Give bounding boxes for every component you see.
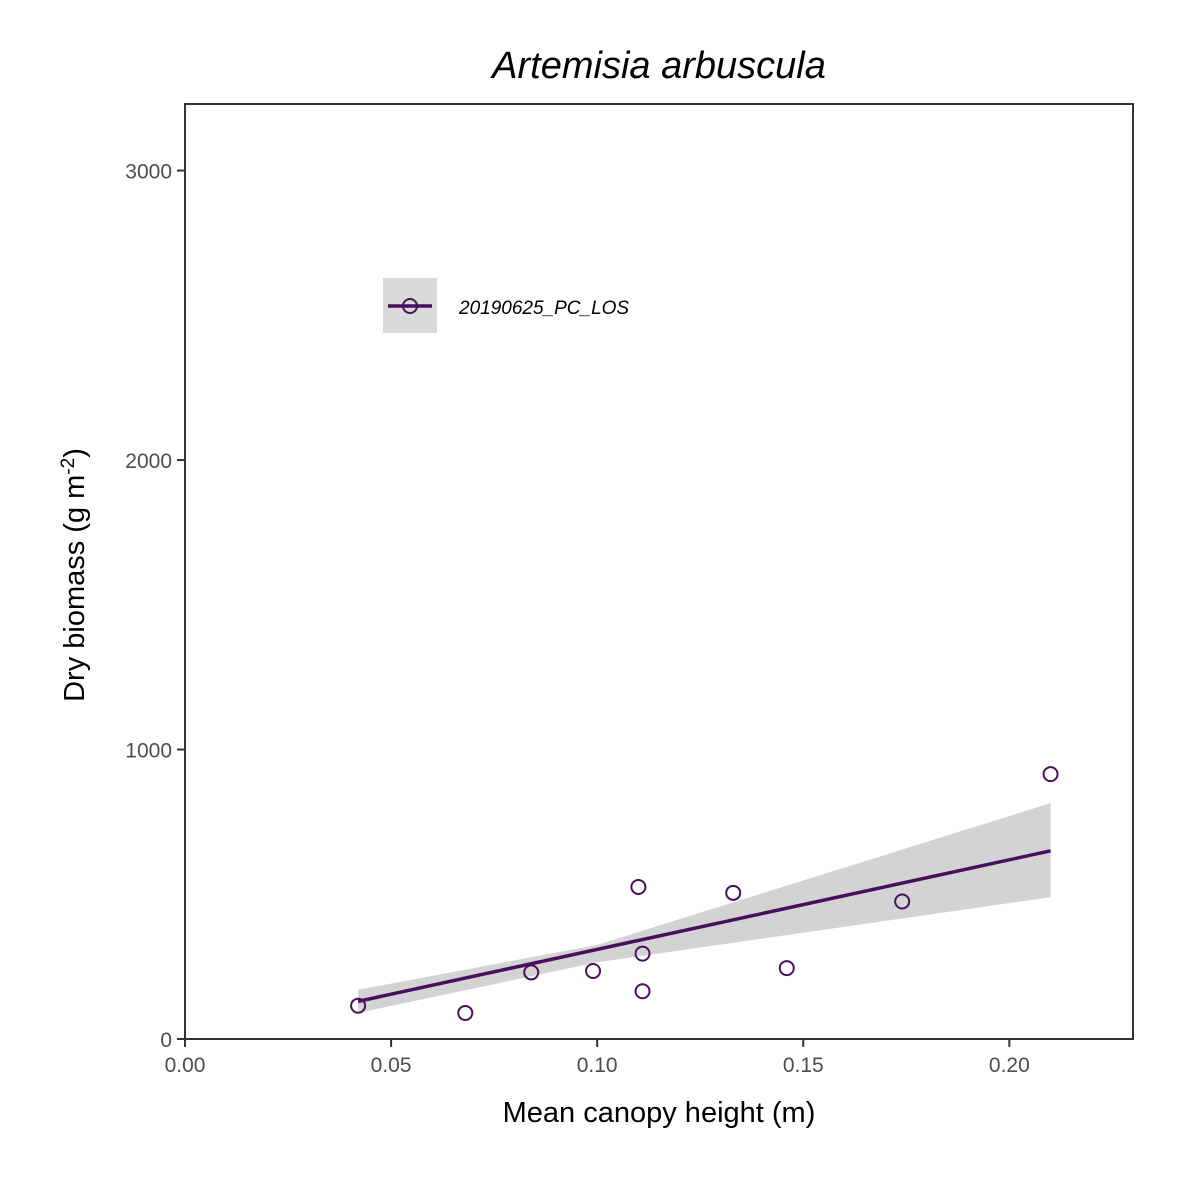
x-tick-label: 0.10 (577, 1054, 618, 1077)
legend-label: 20190625_PC_LOS (458, 298, 629, 319)
x-tick-label: 0.15 (783, 1054, 824, 1077)
x-axis: 0.00 0.05 0.10 0.15 0.20 (165, 1039, 1030, 1077)
data-point (725, 884, 742, 901)
data-point (523, 964, 540, 981)
y-axis-label-end: ) (59, 448, 91, 458)
y-axis-label: Dry biomass (g m-2) (58, 448, 92, 702)
y-tick-label: 2000 (125, 450, 172, 473)
x-tick-label: 0.05 (371, 1054, 412, 1077)
plot-area (184, 103, 1134, 1040)
x-axis-label: Mean canopy height (m) (503, 1097, 816, 1129)
y-axis: 0 1000 2000 3000 (125, 161, 185, 1052)
data-point (585, 962, 602, 979)
data-point (1042, 766, 1059, 783)
data-point (894, 893, 911, 910)
y-axis-label-sup: -2 (58, 458, 79, 475)
legend: 20190625_PC_LOS (383, 278, 629, 333)
legend-key-marker (402, 298, 418, 314)
y-tick-label: 0 (160, 1029, 172, 1052)
fit-line (357, 849, 1051, 1004)
data-point (634, 983, 651, 1000)
data-point (778, 960, 795, 977)
data-point (630, 879, 647, 896)
x-tick-label: 0.20 (989, 1054, 1030, 1077)
data-point (634, 945, 651, 962)
y-tick-label: 3000 (125, 161, 172, 184)
y-tick-label: 1000 (125, 740, 172, 763)
data-point (350, 997, 367, 1014)
data-point (457, 1004, 474, 1021)
confidence-band (358, 803, 1051, 1013)
y-axis-label-main: Dry biomass (g m (59, 475, 91, 702)
panel-border (184, 103, 1134, 1040)
chart-title: Artemisia arbuscula (490, 45, 826, 87)
x-tick-label: 0.00 (165, 1054, 206, 1077)
